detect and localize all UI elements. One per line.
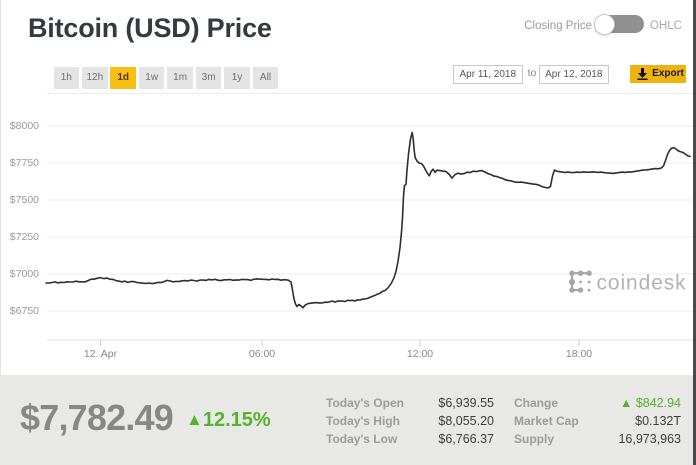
svg-text:coindesk: coindesk	[597, 272, 687, 295]
